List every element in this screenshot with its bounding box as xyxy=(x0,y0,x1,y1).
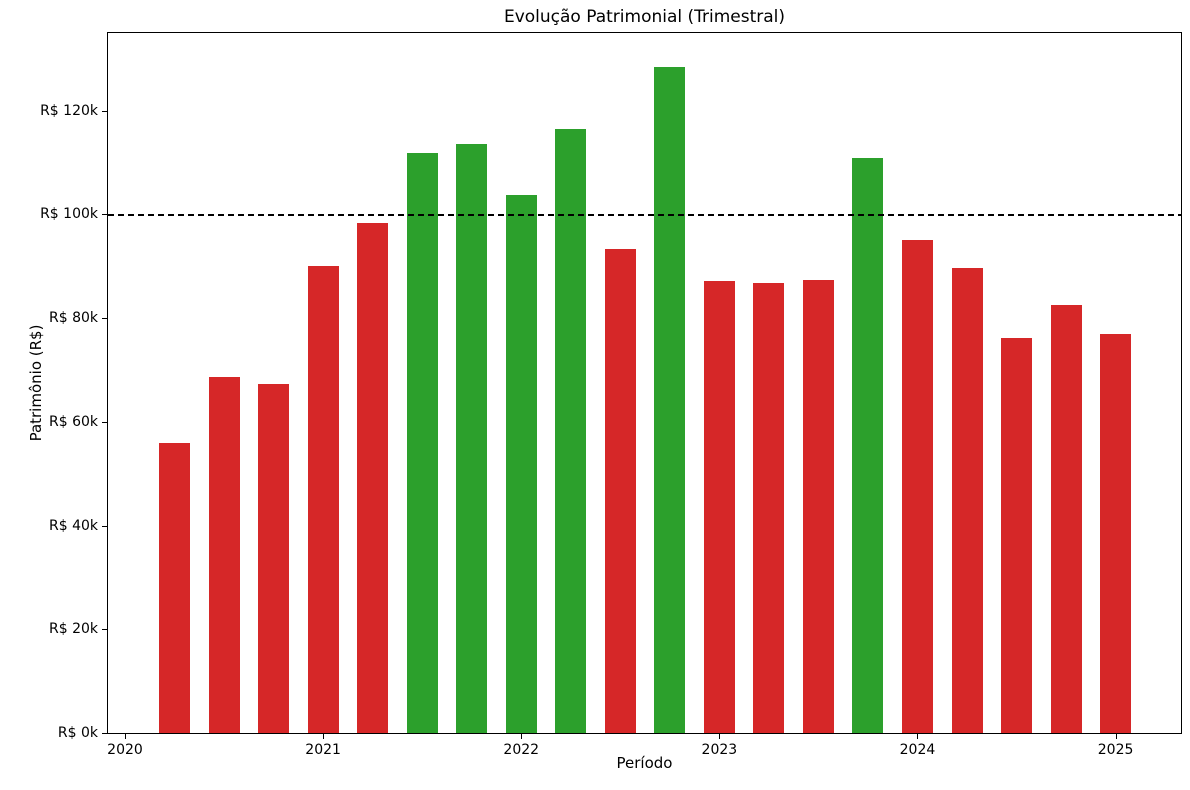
bar-2022-Q1 xyxy=(505,195,537,733)
y-tick-label: R$ 0k xyxy=(57,725,98,741)
x-tick-mark xyxy=(323,734,325,739)
y-tick-mark xyxy=(102,525,107,527)
y-tick-mark xyxy=(102,318,107,320)
bar-2023-Q1 xyxy=(703,281,735,733)
x-tick-label: 2024 xyxy=(899,742,936,758)
x-tick-label: 2021 xyxy=(305,742,341,758)
bar-2022-Q4 xyxy=(654,67,686,733)
bar-2025-Q1 xyxy=(1100,333,1132,733)
y-tick-label: R$ 20k xyxy=(48,621,98,638)
y-tick-mark xyxy=(102,214,107,216)
y-tick-label: R$ 100k xyxy=(40,206,98,223)
y-tick-mark xyxy=(102,421,107,423)
bar-2020-Q4 xyxy=(258,384,290,733)
x-axis-label: Período xyxy=(616,754,673,772)
x-tick-mark xyxy=(125,734,126,739)
x-tick-mark xyxy=(917,734,919,739)
y-tick-mark xyxy=(102,629,107,631)
y-tick-label: R$ 60k xyxy=(48,413,98,430)
y-tick-label: R$ 80k xyxy=(48,310,98,327)
bar-2024-Q2 xyxy=(951,268,983,733)
bar-2021-Q1 xyxy=(307,265,339,733)
y-tick-mark xyxy=(102,733,107,734)
y-tick-label: R$ 40k xyxy=(48,517,98,534)
x-tick-label: 2022 xyxy=(503,742,540,758)
y-tick-label: R$ 120k xyxy=(40,102,98,119)
chart-title: Evolução Patrimonial (Trimestral) xyxy=(503,7,786,27)
bar-2023-Q4 xyxy=(852,158,884,733)
x-tick-label: 2023 xyxy=(701,742,738,758)
bar-2022-Q2 xyxy=(555,128,587,733)
plot-area: R$ 0k R$ 20k R$ 40k R$ 60k R$ 80k R$ 100k R$ 1… xyxy=(40,33,1181,758)
bar-2021-Q4 xyxy=(456,143,488,733)
bar-2024-Q3 xyxy=(1001,337,1033,733)
x-tick-mark xyxy=(1115,734,1117,739)
bar-2021-Q3 xyxy=(406,153,438,733)
x-tick-label: 2025 xyxy=(1097,742,1134,758)
x-tick-mark xyxy=(521,734,523,739)
bar-2020-Q3 xyxy=(208,377,240,733)
bar-2024-Q4 xyxy=(1050,305,1082,733)
y-tick-mark xyxy=(102,110,107,112)
bar-2021-Q2 xyxy=(357,222,389,733)
threshold-line-100k xyxy=(108,214,1181,216)
bar-2023-Q2 xyxy=(753,282,785,733)
x-tick-mark xyxy=(719,734,721,739)
bar-2022-Q3 xyxy=(604,248,636,733)
x-tick-label: 2020 xyxy=(107,742,143,758)
bar-2023-Q3 xyxy=(802,280,834,733)
bar-2020-Q2 xyxy=(159,443,191,733)
bar-2024-Q1 xyxy=(901,240,933,733)
